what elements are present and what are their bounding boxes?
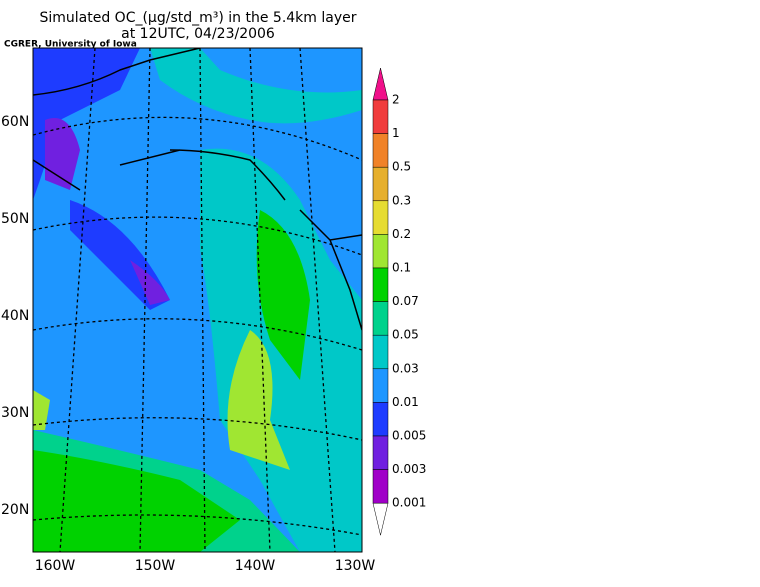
colorbar-cell xyxy=(372,402,389,437)
colorbar-label: 0.07 xyxy=(392,294,419,308)
colorbar-label: 0.001 xyxy=(392,496,426,510)
colorbar-label: 0.5 xyxy=(392,160,411,174)
lon-label: 160W xyxy=(35,558,76,574)
lat-label: 30N xyxy=(1,405,29,421)
colorbar-arrow xyxy=(372,67,389,101)
colorbar-label: 0.005 xyxy=(392,429,426,443)
title: Simulated OC_(μg/std_m³) in the 5.4km la… xyxy=(39,10,356,26)
lat-label: 50N xyxy=(1,211,29,227)
colorbar-cell xyxy=(372,301,389,336)
colorbar-label: 0.3 xyxy=(392,193,411,207)
colorbar-label: 1 xyxy=(392,126,400,140)
colorbar-label: 0.2 xyxy=(392,227,411,241)
colorbar-label: 0.05 xyxy=(392,328,419,342)
colorbar-cell xyxy=(372,267,389,302)
colorbar-label: 0.1 xyxy=(392,261,411,275)
colorbar-cell xyxy=(372,166,389,202)
lon-label: 130W xyxy=(335,558,376,574)
lon-label: 140W xyxy=(235,558,276,574)
colorbar-cell xyxy=(372,99,389,134)
colorbar-cell xyxy=(372,334,389,370)
colorbar-cell xyxy=(372,200,389,235)
colorbar-label: 0.003 xyxy=(392,462,426,476)
credit: CGRER, University of Iowa xyxy=(4,40,137,50)
colorbar-cell xyxy=(372,435,389,470)
colorbar-label: 0.03 xyxy=(392,361,419,375)
lat-label: 40N xyxy=(1,308,29,324)
lon-label: 150W xyxy=(135,558,176,574)
colorbar-label: 0.01 xyxy=(392,395,419,409)
colorbar-cell xyxy=(372,368,389,403)
lat-label: 20N xyxy=(1,502,29,518)
subtitle: at 12UTC, 04/23/2006 xyxy=(121,26,275,42)
colorbar-cell xyxy=(372,234,389,269)
colorbar-arrow xyxy=(372,502,389,536)
colorbar-label: 2 xyxy=(392,93,400,107)
colorbar-cell xyxy=(372,133,389,168)
lat-label: 60N xyxy=(1,114,29,130)
colorbar-cell xyxy=(372,469,389,504)
map xyxy=(32,47,363,553)
